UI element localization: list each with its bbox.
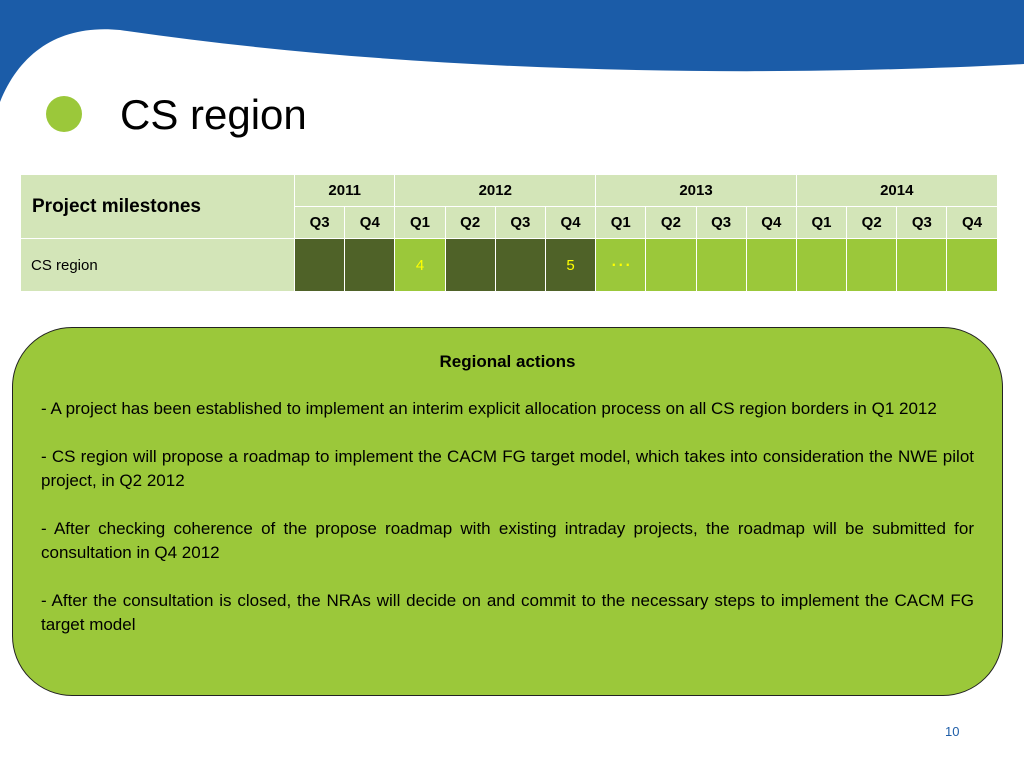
header-wave-shape — [0, 0, 1024, 102]
quarter-header: Q3 — [695, 206, 747, 239]
year-header: 2014 — [795, 174, 998, 207]
quarter-header: Q4 — [544, 206, 597, 239]
quarter-header: Q2 — [444, 206, 496, 239]
timeline-cell-planned — [645, 238, 697, 292]
quarter-header: Q4 — [344, 206, 396, 239]
quarter-header: Q1 — [595, 206, 647, 239]
table-row: CS region 4 5 … — [20, 238, 998, 292]
quarter-header: Q3 — [896, 206, 948, 239]
page-title: CS region — [120, 91, 307, 138]
timeline-cell-planned — [846, 238, 898, 292]
quarter-header: Q3 — [293, 206, 346, 239]
action-item: - After the consultation is closed, the … — [41, 591, 974, 634]
timeline-cell-done — [293, 238, 346, 292]
year-header: 2011 — [293, 174, 396, 207]
year-header-row: Project milestones 2011 2012 2013 2014 — [20, 174, 998, 239]
milestone-marker: 5 — [566, 256, 575, 274]
timeline-cell-planned — [896, 238, 948, 292]
quarter-header: Q2 — [846, 206, 898, 239]
row-label: CS region — [20, 238, 295, 292]
timeline-cell-done — [344, 238, 396, 292]
timeline-cell-done — [444, 238, 496, 292]
quarter-header: Q1 — [394, 206, 446, 239]
year-header: 2012 — [394, 174, 597, 207]
table-header-label: Project milestones — [20, 174, 295, 239]
header-wave-band — [0, 0, 1024, 102]
quarter-header: Q3 — [494, 206, 546, 239]
quarter-header: Q2 — [645, 206, 697, 239]
quarter-header: Q4 — [946, 206, 998, 239]
timeline-cell-planned: … — [595, 238, 647, 292]
milestones-table: Project milestones 2011 2012 2013 2014 Q3 Q4… — [20, 174, 998, 292]
milestone-marker: … — [609, 245, 632, 271]
regional-actions-title: Regional actions — [439, 352, 576, 371]
quarter-header: Q1 — [795, 206, 848, 239]
timeline-cell-planned — [695, 238, 747, 292]
action-item: - CS region will propose a roadmap to im… — [41, 447, 974, 490]
milestone-marker: 4 — [415, 256, 425, 274]
timeline-cell-planned — [795, 238, 848, 292]
timeline-cell-planned — [946, 238, 998, 292]
timeline-cell-done — [494, 238, 546, 292]
action-item: - After checking coherence of the propos… — [41, 519, 974, 562]
timeline-cell-planned — [745, 238, 797, 292]
timeline-cell-done: 5 — [544, 238, 597, 292]
milestones-table-body: Project milestones 2011 2012 2013 2014 Q3 Q4… — [20, 174, 998, 292]
page-number: 10 — [945, 724, 960, 739]
title-bullet-icon — [46, 96, 82, 132]
quarter-header: Q4 — [745, 206, 797, 239]
regional-actions-box: Regional actions - A project has been es… — [12, 327, 1003, 696]
action-item: - A project has been established to impl… — [41, 399, 937, 418]
timeline-cell-planned: 4 — [394, 238, 446, 292]
year-header: 2013 — [595, 174, 797, 207]
